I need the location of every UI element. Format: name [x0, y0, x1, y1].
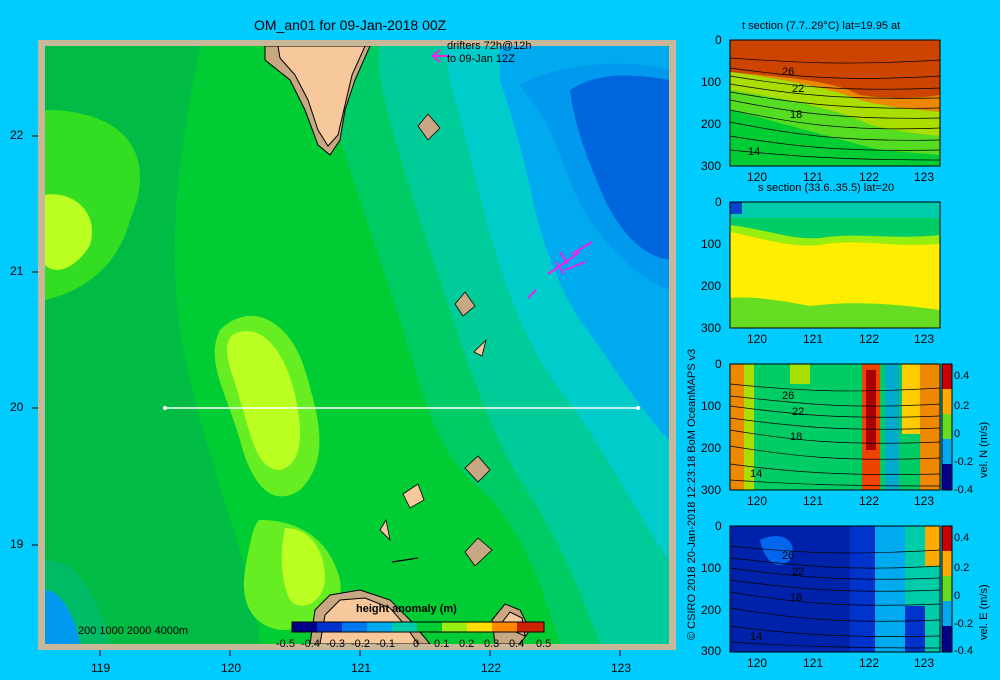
t-y-tick: 100 — [701, 75, 722, 89]
map-title: OM_an01 for 09-Jan-2018 00Z — [254, 17, 447, 33]
t-x-tick: 121 — [803, 170, 824, 184]
e-x-tick: 123 — [914, 656, 935, 670]
n-y-tick: 200 — [701, 441, 722, 455]
cb-tick: -0.1 — [376, 638, 395, 650]
vel-e-cb-tick: -0.2 — [954, 618, 973, 630]
cb-tick: 0.4 — [509, 638, 525, 650]
map-x-tick: 123 — [611, 661, 632, 675]
contour-label: 26 — [782, 66, 795, 78]
s-y-tick: 100 — [701, 237, 722, 251]
n-y-tick: 300 — [701, 483, 722, 497]
t-y-tick: 200 — [701, 117, 722, 131]
s-x-tick: 121 — [803, 332, 824, 346]
contour-label: 22 — [792, 83, 805, 95]
vel-n-cb-tick: 0 — [954, 428, 961, 440]
map-x-tick: 119 — [91, 661, 111, 675]
t-x-tick: 122 — [859, 170, 880, 184]
cb-tick: 0.2 — [459, 638, 475, 650]
vel-n-cb-tick: -0.2 — [954, 456, 973, 468]
height-colorbar — [291, 621, 545, 633]
e-y-tick: 0 — [715, 519, 722, 533]
e-x-tick: 120 — [747, 656, 768, 670]
contour-label: 14 — [748, 146, 761, 158]
e-x-tick: 122 — [859, 656, 880, 670]
contour-label: 26 — [782, 550, 795, 562]
vel-e-cb-tick: 0 — [954, 590, 961, 602]
n-x-tick: 121 — [803, 494, 824, 508]
map-y-tick: 20 — [10, 400, 24, 414]
e-y-tick: 100 — [701, 561, 722, 575]
drifters-label-line2: to 09-Jan 12Z — [447, 53, 515, 65]
n-y-tick: 100 — [701, 399, 722, 413]
drifters-label: drifters 72h@12h to 09-Jan 12Z — [447, 40, 532, 66]
s-section-panel — [729, 201, 941, 329]
cb-tick: 0.5 — [536, 638, 552, 650]
t-y-tick: 300 — [701, 159, 722, 173]
e-x-tick: 121 — [803, 656, 824, 670]
cb-tick: -0.2 — [351, 638, 370, 650]
n-x-tick: 120 — [747, 494, 768, 508]
cb-tick: 0.3 — [484, 638, 500, 650]
s-y-tick: 300 — [701, 321, 722, 335]
sections-panels — [729, 39, 953, 653]
e-y-tick: 200 — [701, 603, 722, 617]
colorbar-ticks: -0.5 -0.4 -0.3 -0.2 -0.1 0 0.1 0.2 0.3 0… — [276, 638, 566, 652]
n-y-tick: 0 — [715, 357, 722, 371]
vel-n-cb-tick: 0.2 — [954, 400, 970, 412]
contour-label: 18 — [790, 592, 803, 604]
contour-label: 18 — [790, 431, 803, 443]
vel-n-label: vel. N (m/s) — [978, 421, 990, 478]
vel-e-panel — [729, 525, 953, 653]
e-y-tick: 300 — [701, 644, 722, 658]
vel-n-cb-tick: 0.4 — [954, 370, 970, 382]
t-section-title: t section (7.7..29°C) lat=19.95 at — [742, 20, 901, 32]
cb-tick: -0.4 — [301, 638, 320, 650]
s-x-tick: 122 — [859, 332, 880, 346]
colorbar-title: height anomaly (m) — [356, 603, 457, 615]
cb-tick: 0 — [413, 638, 420, 650]
t-section-panel — [729, 39, 941, 167]
s-x-tick: 123 — [914, 332, 935, 346]
contour-label: 26 — [782, 390, 795, 402]
vel-e-cb-tick: -0.4 — [954, 645, 973, 657]
map-x-tick: 122 — [481, 661, 502, 675]
vel-e-label: vel. E (m/s) — [978, 584, 990, 640]
vel-e-cb-tick: 0.4 — [954, 532, 970, 544]
s-x-tick: 120 — [747, 332, 768, 346]
n-x-tick: 122 — [859, 494, 880, 508]
height-anomaly-map — [32, 40, 676, 656]
s-y-tick: 200 — [701, 279, 722, 293]
vel-n-cb-tick: -0.4 — [954, 484, 973, 496]
t-x-tick: 123 — [914, 170, 935, 184]
s-y-tick: 0 — [715, 195, 722, 209]
map-y-tick: 19 — [10, 537, 24, 551]
vel-n-panel — [729, 363, 953, 491]
vel-e-cb-tick: 0.2 — [954, 562, 970, 574]
drifter-tracks — [431, 49, 593, 299]
drifters-label-line1: drifters 72h@12h — [447, 40, 532, 52]
map-y-tick: 22 — [10, 128, 24, 142]
cb-tick: 0.1 — [434, 638, 450, 650]
n-x-tick: 123 — [914, 494, 935, 508]
contour-label: 14 — [750, 468, 763, 480]
t-x-tick: 120 — [747, 170, 768, 184]
cb-tick: -0.3 — [326, 638, 345, 650]
contour-label: 22 — [792, 566, 805, 578]
contour-label: 14 — [750, 631, 763, 643]
map-x-tick: 121 — [351, 661, 372, 675]
map-x-tick: 120 — [221, 661, 242, 675]
s-section-title: s section (33.6..35.5) lat=20 — [758, 182, 895, 194]
cb-tick: -0.5 — [276, 638, 295, 650]
t-y-tick: 0 — [715, 33, 722, 47]
contour-label: 22 — [792, 406, 805, 418]
depth-scale-label: 200 1000 2000 4000m — [78, 625, 189, 637]
map-y-tick: 21 — [10, 264, 24, 278]
contour-label: 18 — [790, 109, 803, 121]
